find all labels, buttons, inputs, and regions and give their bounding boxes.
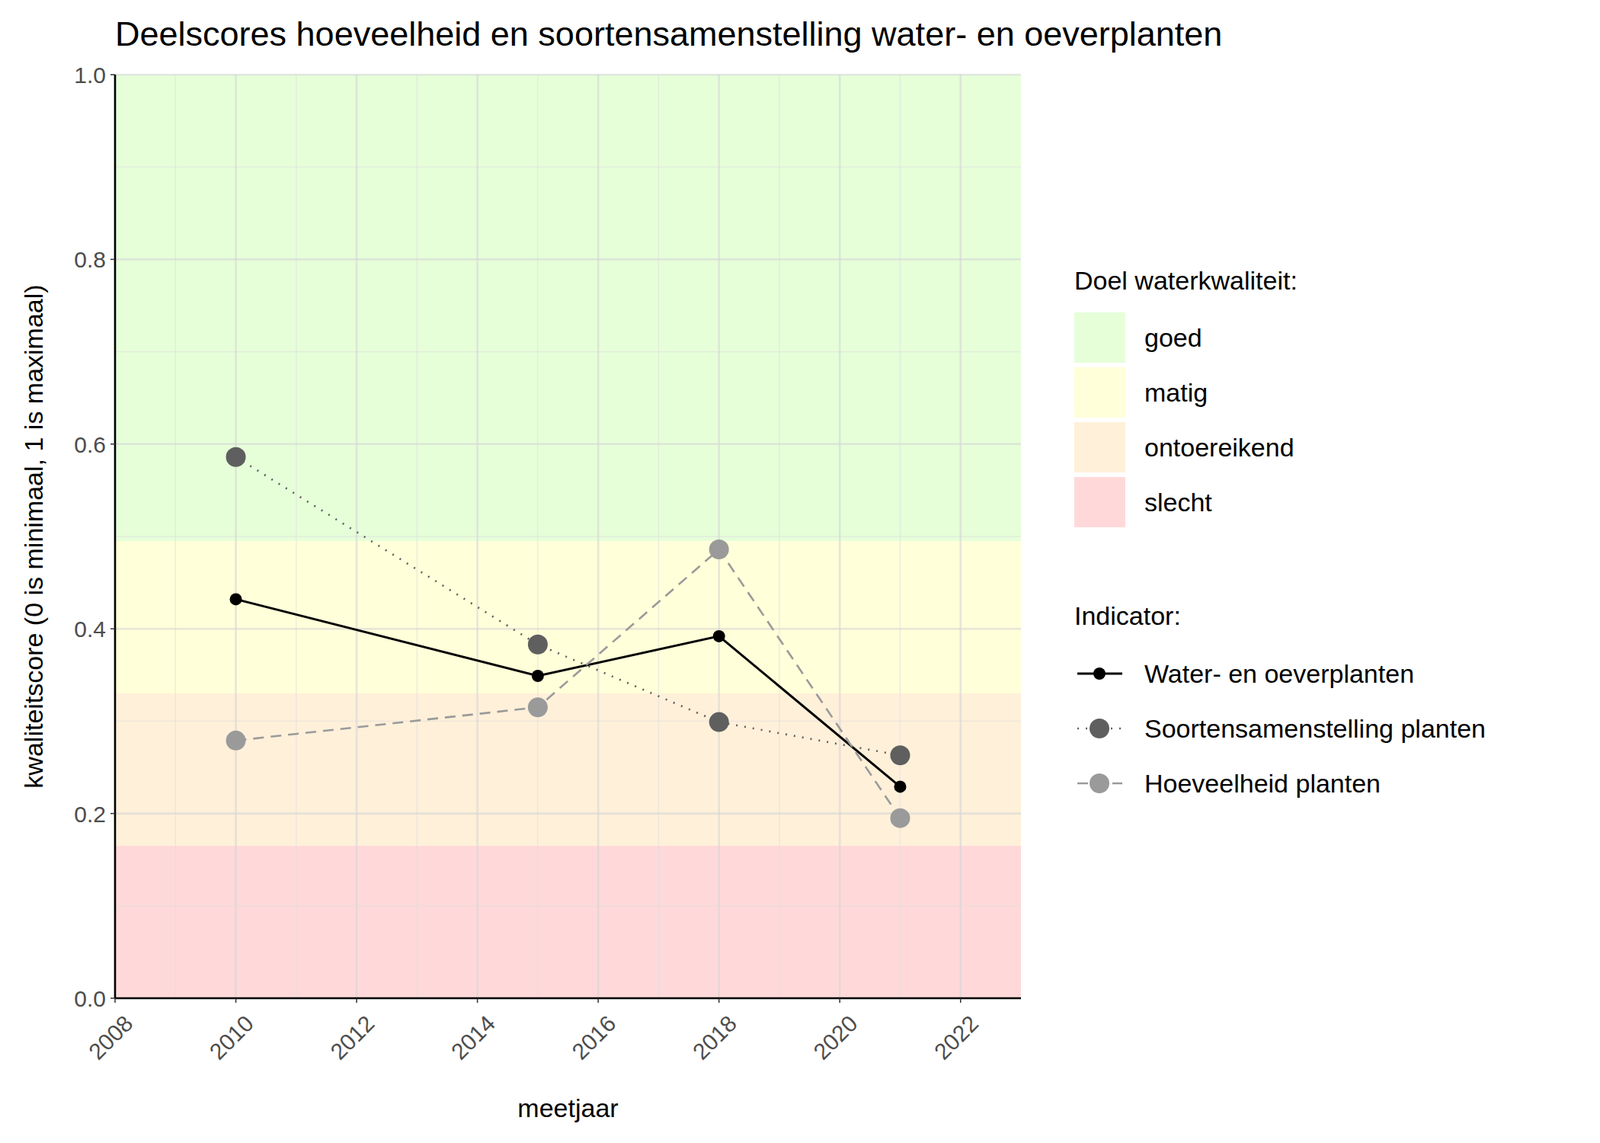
point bbox=[889, 745, 910, 765]
grid-line bbox=[115, 442, 1021, 445]
minor-grid-line bbox=[115, 535, 1021, 537]
minor-grid-line bbox=[899, 74, 901, 999]
legend-label: Water- en oeverplanten bbox=[1144, 659, 1415, 688]
y-tick bbox=[110, 259, 116, 261]
grid-line bbox=[597, 74, 600, 999]
y-tick-label: 0.4 bbox=[73, 616, 106, 642]
x-tick-label: 2016 bbox=[566, 1010, 621, 1065]
minor-grid-line bbox=[537, 74, 538, 999]
grid-line bbox=[115, 997, 1021, 1000]
x-tick bbox=[355, 998, 358, 1003]
grid-line bbox=[115, 627, 1021, 631]
title: Deelscores hoeveelheid en soortensamenst… bbox=[115, 14, 1223, 54]
series-line bbox=[236, 598, 901, 787]
point bbox=[528, 697, 548, 717]
band bbox=[115, 845, 1021, 999]
grid-line bbox=[115, 812, 1021, 815]
grid bbox=[115, 74, 1021, 999]
legend-key bbox=[1074, 422, 1126, 473]
bands bbox=[115, 74, 1021, 999]
band bbox=[115, 74, 1021, 541]
x-tick-label: 2022 bbox=[929, 1010, 984, 1065]
legend-label: slecht bbox=[1144, 487, 1213, 517]
y-axis-line bbox=[114, 74, 117, 999]
x-tick bbox=[838, 998, 841, 1003]
point bbox=[226, 447, 247, 468]
point bbox=[709, 712, 730, 733]
grid-line bbox=[476, 74, 479, 999]
grid-line bbox=[717, 74, 720, 999]
x-tick bbox=[960, 998, 962, 1003]
legend-label: ontoereikend bbox=[1144, 432, 1295, 462]
y-axis-title: kwaliteitscore (0 is minimaal, 1 is maxi… bbox=[19, 284, 48, 788]
legend-label: Soortensamenstelling planten bbox=[1144, 713, 1486, 743]
data bbox=[226, 447, 911, 829]
x-axis-line bbox=[115, 997, 1021, 1000]
grid-line bbox=[355, 74, 359, 999]
minor-grid-line bbox=[175, 74, 176, 999]
grid-line bbox=[114, 74, 117, 999]
point bbox=[713, 630, 726, 643]
grid-line bbox=[115, 73, 1021, 77]
point bbox=[528, 634, 548, 655]
series-line bbox=[236, 457, 901, 756]
y-tick bbox=[110, 997, 116, 999]
grid-line bbox=[838, 74, 842, 999]
legend-key bbox=[1074, 476, 1126, 528]
x-tick-label: 2020 bbox=[808, 1010, 863, 1065]
legend-key bbox=[1089, 718, 1110, 739]
legend-label: Hoeveelheid planten bbox=[1144, 768, 1381, 798]
x-tick bbox=[114, 998, 116, 1003]
legend-key bbox=[1074, 367, 1126, 418]
legend-label: matig bbox=[1144, 377, 1208, 407]
x-tick bbox=[235, 998, 237, 1003]
chart: 0.0 0.2 0.4 0.6 0.8 1.0 2008 2010 2012 2014 2016 20… bbox=[0, 0, 1600, 1143]
minor-grid-line bbox=[115, 351, 1021, 352]
minor-grid-line bbox=[115, 166, 1021, 168]
y-tick-label: 0.0 bbox=[73, 985, 106, 1012]
y-tick-label: 0.6 bbox=[73, 432, 106, 458]
legend-title: Indicator: bbox=[1074, 601, 1181, 631]
point bbox=[893, 780, 906, 793]
y-tick bbox=[110, 812, 116, 815]
legend-label: goed bbox=[1144, 323, 1203, 352]
grid-line bbox=[959, 74, 962, 999]
legend-key bbox=[1089, 773, 1110, 794]
x-tick-label: 2018 bbox=[688, 1010, 743, 1065]
x-tick bbox=[597, 998, 599, 1003]
point bbox=[531, 669, 544, 682]
grid-line bbox=[234, 74, 237, 999]
minor-grid-line bbox=[115, 720, 1021, 722]
minor-grid-line bbox=[115, 905, 1021, 906]
y-tick bbox=[110, 443, 116, 445]
x-tick bbox=[476, 998, 479, 1003]
legend-title: Doel waterkwaliteit: bbox=[1074, 265, 1298, 295]
x-axis-title: meetjaar bbox=[517, 1093, 618, 1123]
legend-key bbox=[1074, 312, 1126, 363]
y-tick-label: 1.0 bbox=[73, 62, 106, 88]
y-tick-label: 0.2 bbox=[73, 801, 106, 827]
series-line bbox=[236, 549, 901, 819]
y-tick bbox=[110, 627, 116, 630]
band bbox=[115, 693, 1021, 846]
band bbox=[115, 540, 1021, 694]
x-tick bbox=[718, 998, 720, 1003]
y-tick-label: 0.8 bbox=[73, 246, 106, 272]
point bbox=[226, 730, 247, 751]
legend-key bbox=[1093, 667, 1106, 680]
minor-grid-line bbox=[295, 74, 297, 999]
x-tick-label: 2014 bbox=[446, 1010, 501, 1065]
y-tick bbox=[110, 73, 116, 76]
grid-line bbox=[115, 258, 1021, 261]
minor-grid-line bbox=[416, 74, 418, 999]
point bbox=[230, 592, 243, 605]
minor-grid-line bbox=[778, 74, 780, 999]
minor-grid-line bbox=[658, 74, 660, 999]
x-tick-label: 2008 bbox=[83, 1010, 138, 1065]
point bbox=[709, 539, 730, 560]
x-tick-label: 2012 bbox=[325, 1010, 380, 1065]
x-tick-label: 2010 bbox=[204, 1010, 260, 1065]
point bbox=[889, 808, 910, 829]
